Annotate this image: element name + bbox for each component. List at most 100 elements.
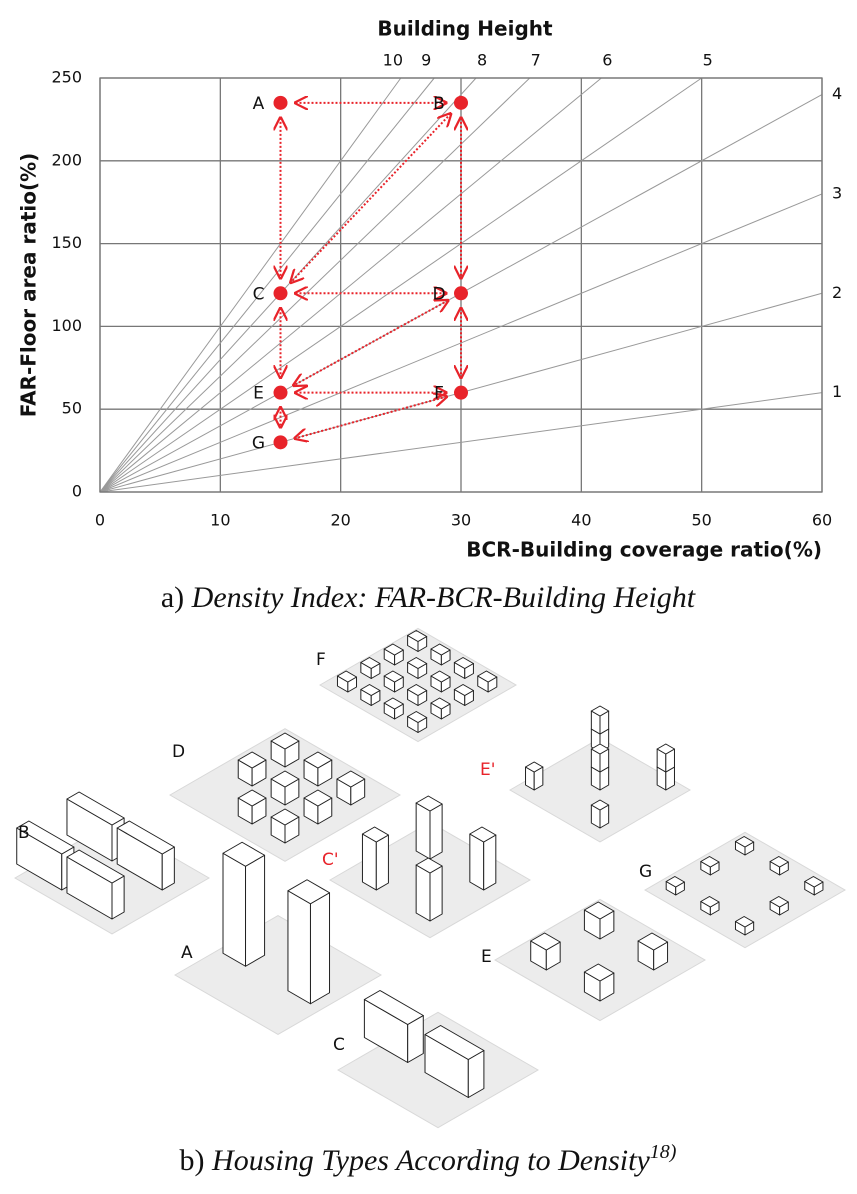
building — [222, 841, 266, 867]
arrow — [294, 301, 448, 386]
plot-border — [99, 77, 823, 493]
height-line — [99, 77, 702, 493]
height-label: 10 — [383, 51, 403, 70]
building — [430, 670, 451, 683]
building — [237, 789, 267, 807]
height-label: 5 — [703, 51, 713, 70]
point-label: E — [253, 384, 264, 404]
height-line — [99, 77, 435, 493]
height-label: 3 — [832, 183, 842, 202]
building — [637, 932, 669, 951]
building — [303, 789, 333, 807]
caption-a: a) Density Index: FAR-BCR-Building Heigh… — [161, 581, 696, 614]
building — [453, 684, 474, 696]
building — [700, 856, 720, 868]
building — [375, 834, 389, 891]
building — [769, 896, 789, 908]
height-label: 1 — [832, 382, 842, 401]
type-label: F — [316, 650, 326, 670]
y-tick-label: 100 — [51, 316, 82, 335]
height-line — [99, 77, 531, 493]
type-label: D — [172, 742, 185, 762]
caption-prefix: b) — [180, 1144, 205, 1177]
building — [583, 901, 615, 920]
point — [454, 286, 468, 301]
y-tick-label: 200 — [51, 150, 82, 169]
building — [287, 890, 311, 1005]
height-label: 8 — [477, 51, 487, 70]
building — [530, 932, 561, 951]
x-tick-label: 10 — [210, 511, 230, 530]
point-label: G — [252, 433, 265, 453]
building — [66, 849, 125, 884]
housing-drawings — [13, 627, 847, 1129]
height-label: 2 — [832, 283, 842, 302]
chart-title: Building Height — [377, 17, 553, 41]
x-tick-label: 20 — [330, 511, 350, 530]
building — [429, 865, 443, 922]
point-label: F — [434, 384, 444, 404]
point — [454, 385, 468, 400]
building — [656, 743, 675, 755]
building — [361, 826, 389, 843]
building — [363, 990, 424, 1025]
caption-reference: 18) — [650, 1141, 677, 1163]
type-label: C' — [322, 850, 339, 870]
type-label: E' — [480, 760, 495, 780]
caption-b: b) Housing Types According to Density18) — [180, 1141, 677, 1177]
building — [360, 684, 381, 696]
point — [273, 385, 288, 400]
building — [270, 770, 300, 788]
building — [336, 670, 358, 683]
point-label: A — [253, 94, 265, 114]
point — [273, 286, 288, 301]
building — [477, 670, 498, 683]
building — [429, 803, 443, 860]
y-tick-label: 150 — [51, 233, 82, 252]
height-line — [99, 77, 477, 493]
building — [590, 743, 610, 755]
y-tick-label: 50 — [62, 399, 82, 418]
building — [453, 657, 474, 669]
building — [116, 820, 175, 855]
building — [424, 1025, 485, 1060]
building — [415, 795, 443, 812]
x-tick-label: 50 — [691, 511, 711, 530]
type-label: A — [181, 943, 193, 963]
y-tick-label: 250 — [51, 68, 82, 87]
building — [483, 834, 497, 891]
point — [273, 95, 288, 110]
platform — [643, 831, 847, 949]
point — [454, 95, 468, 110]
point — [273, 435, 288, 450]
height-label: 6 — [602, 51, 612, 70]
building — [383, 697, 404, 710]
building — [734, 916, 755, 928]
building — [469, 833, 485, 891]
height-label: 7 — [531, 51, 541, 70]
platform — [173, 914, 383, 1036]
building — [583, 963, 615, 982]
x-tick-label: 60 — [812, 511, 832, 530]
building — [383, 670, 404, 683]
type-label: E — [481, 947, 492, 967]
building — [303, 751, 333, 769]
building — [287, 879, 331, 905]
building — [734, 836, 755, 848]
type-label: G — [639, 862, 652, 882]
y-tick-label: 0 — [72, 482, 82, 501]
building — [469, 826, 497, 843]
building — [270, 732, 300, 750]
arrow — [291, 114, 451, 283]
building — [415, 864, 431, 922]
point-label: C — [253, 284, 265, 304]
building — [415, 802, 431, 860]
building — [270, 808, 300, 826]
building — [309, 892, 331, 1005]
height-label: 9 — [421, 51, 431, 70]
building — [407, 711, 428, 723]
building — [16, 820, 75, 855]
building — [237, 751, 267, 769]
building — [245, 854, 266, 967]
